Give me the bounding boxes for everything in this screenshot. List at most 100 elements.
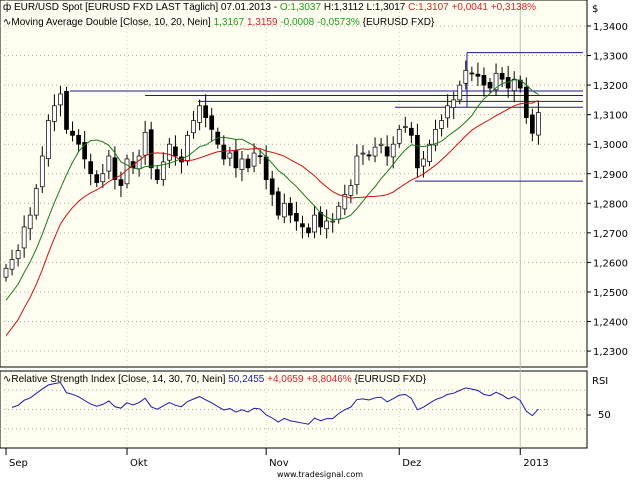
- candle-body: [409, 127, 414, 136]
- candle-body: [148, 129, 154, 169]
- candle-body: [160, 161, 166, 181]
- rsi-line: [11, 381, 539, 425]
- candle-body: [191, 120, 196, 134]
- candle-body: [209, 115, 215, 130]
- candle-body: [251, 152, 257, 167]
- candle-body: [197, 105, 202, 123]
- candle-body: [360, 152, 366, 155]
- y-tick-label: 1,2600: [593, 258, 628, 269]
- candle-body: [487, 82, 493, 89]
- candle-body: [154, 169, 160, 181]
- candle-body: [39, 155, 45, 188]
- watermark: www.tradesignal.com: [277, 470, 363, 479]
- candle-body: [239, 158, 245, 170]
- candle-body: [21, 226, 27, 249]
- candle-body: [493, 72, 499, 91]
- candle-body: [275, 191, 281, 216]
- candle-body: [366, 154, 372, 157]
- x-tick-label: 2013: [523, 458, 548, 469]
- candle-body: [402, 126, 408, 128]
- currency-label: $: [592, 4, 598, 15]
- candle-body: [142, 132, 148, 156]
- y-tick-label: 1,2400: [593, 318, 628, 329]
- y-tick-label: 1,3100: [593, 111, 628, 122]
- candle-body: [88, 161, 94, 175]
- x-tick-label: Nov: [269, 458, 289, 469]
- candle-body: [318, 212, 323, 228]
- candle-body: [342, 194, 348, 210]
- candle-body: [118, 179, 124, 186]
- candle-body: [58, 93, 63, 106]
- ma20-line: [5, 99, 539, 336]
- candle-body: [70, 130, 75, 136]
- candle-body: [106, 155, 112, 172]
- price-header: ф EUR/USD Spot [EURUSD FXD LAST Täglich]…: [3, 2, 537, 13]
- candle-body: [203, 105, 208, 118]
- candle-body: [76, 134, 81, 145]
- y-tick-label: 1,3300: [593, 52, 628, 63]
- candle-body: [378, 143, 384, 146]
- candle-body: [427, 143, 432, 162]
- candle-body: [300, 223, 305, 228]
- rsi-panel: [0, 370, 588, 449]
- y-tick-label: 1,2800: [593, 199, 628, 210]
- rsi-header: ∿Relative Strength Index [Close, 14, 30,…: [3, 374, 427, 385]
- rsi-tick-50: 50: [598, 410, 611, 421]
- y-tick-label: 1,3000: [593, 140, 628, 151]
- candle-body: [27, 214, 33, 230]
- candle-body: [499, 72, 505, 80]
- candle-body: [15, 250, 21, 259]
- candle-body: [221, 144, 227, 160]
- indicator-icon: ∿: [3, 17, 12, 28]
- candle-body: [245, 158, 251, 169]
- candle-body: [45, 120, 51, 160]
- candle-body: [306, 227, 311, 234]
- candle-body: [457, 84, 463, 101]
- x-tick-label: Dez: [402, 458, 421, 469]
- candle-body: [9, 259, 15, 270]
- candle-body: [529, 114, 535, 134]
- candle-body: [269, 178, 275, 195]
- candle-body: [354, 155, 360, 186]
- candle-body: [112, 157, 118, 181]
- indicator-icon: ∿: [3, 374, 12, 385]
- candle-body: [511, 78, 517, 92]
- candle-body: [167, 143, 172, 161]
- candle-body: [173, 146, 178, 157]
- candle-body: [82, 142, 88, 160]
- candle-body: [384, 146, 390, 157]
- candle-body: [227, 152, 233, 159]
- x-tick-label: Okt: [130, 458, 148, 469]
- candle-body: [415, 134, 420, 169]
- candle-body: [390, 143, 396, 158]
- y-tick-label: 1,3200: [593, 81, 628, 92]
- candle-body: [396, 129, 402, 144]
- ma10-line: [5, 79, 539, 301]
- y-tick-label: 1,2900: [593, 170, 628, 181]
- ma-header: ∿Moving Average Double [Close, 10, 20, N…: [3, 17, 435, 28]
- candle-body: [33, 188, 39, 216]
- candle-body: [536, 112, 541, 136]
- x-tick-label: Sep: [9, 458, 28, 469]
- candle-body: [463, 69, 469, 84]
- candle-body: [281, 202, 287, 218]
- y-tick-label: 1,2700: [593, 229, 628, 240]
- candle-body: [263, 156, 269, 181]
- candle-body: [433, 129, 438, 146]
- candle-body: [233, 150, 239, 169]
- candle-body: [100, 173, 106, 183]
- candle-body: [288, 202, 293, 216]
- candle-body: [312, 214, 317, 233]
- candle-icon: ф: [3, 2, 12, 13]
- y-tick-label: 1,2300: [593, 347, 628, 358]
- candle-body: [445, 105, 450, 119]
- candle-body: [94, 174, 100, 183]
- candle-body: [372, 146, 378, 157]
- candle-body: [481, 74, 487, 86]
- candle-body: [475, 73, 481, 77]
- candle-body: [257, 155, 263, 158]
- candle-body: [451, 99, 457, 108]
- candle-body: [469, 72, 475, 75]
- y-tick-label: 1,2500: [593, 288, 628, 299]
